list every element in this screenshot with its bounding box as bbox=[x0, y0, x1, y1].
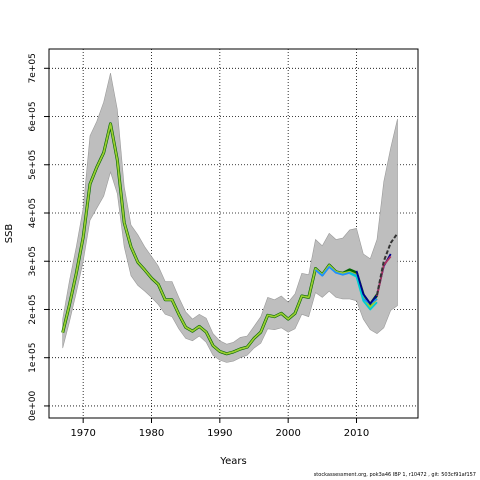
footer-note: stockassessment.org, pok3a46 IBP 1, r104… bbox=[313, 472, 476, 478]
series-line-6 bbox=[376, 232, 399, 296]
x-axis-label: Years bbox=[219, 456, 246, 467]
series-line-2 bbox=[314, 266, 378, 305]
y-tick-label: 7e+05 bbox=[28, 53, 38, 83]
x-tick-label: 1970 bbox=[70, 428, 95, 439]
y-tick-label: 5e+05 bbox=[28, 150, 38, 180]
y-tick-label: 0e+00 bbox=[28, 391, 38, 422]
y-tick-label: 6e+05 bbox=[28, 101, 38, 131]
y-axis: 0e+00 1e+05 2e+05 3e+05 4e+05 5e+05 6e+05 7e+05 bbox=[28, 53, 49, 421]
y-tick-label: 3e+05 bbox=[28, 246, 38, 276]
y-tick-label: 4e+05 bbox=[28, 198, 38, 228]
x-tick-label: 2000 bbox=[275, 428, 300, 439]
series-lines bbox=[61, 122, 399, 356]
y-tick-label: 2e+05 bbox=[28, 294, 38, 324]
x-tick-label: 2010 bbox=[344, 428, 369, 439]
x-tick-label: 1990 bbox=[207, 428, 232, 439]
x-axis: 1970 1980 1990 2000 2010 bbox=[70, 418, 369, 439]
plot-frame bbox=[48, 48, 419, 419]
series-line-3 bbox=[349, 272, 378, 311]
x-tick-label: 1980 bbox=[139, 428, 164, 439]
confidence-band bbox=[62, 73, 398, 363]
confidence-band-area bbox=[62, 73, 398, 363]
y-tick-label: 1e+05 bbox=[28, 343, 38, 373]
y-axis-label: SSB bbox=[4, 224, 15, 244]
